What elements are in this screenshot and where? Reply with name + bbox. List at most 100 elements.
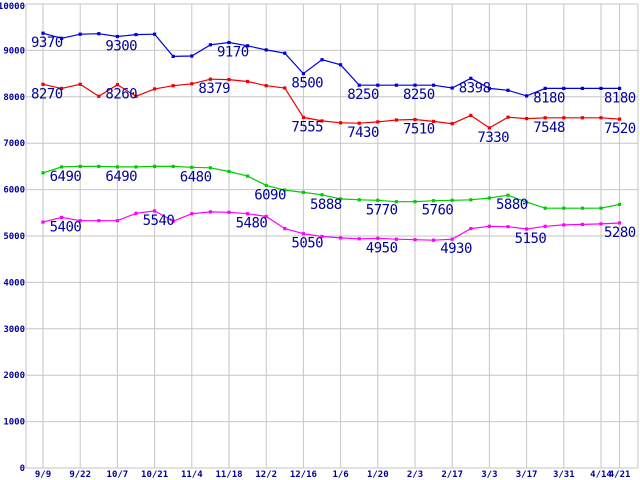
x-tick-label: 12/2: [255, 470, 277, 480]
series-blue-marker: [227, 40, 231, 45]
series-green-marker: [78, 164, 82, 168]
series-magenta-marker: [525, 227, 529, 231]
series-red-point-label: 7330: [477, 130, 509, 146]
x-tick-label: 11/18: [215, 470, 242, 480]
series-blue-marker: [171, 54, 175, 58]
series-green-marker: [97, 164, 101, 168]
series-magenta-marker: [246, 212, 250, 216]
series-green-marker: [413, 200, 417, 204]
series-blue-marker: [208, 43, 212, 47]
series-red-marker: [264, 84, 268, 88]
series-blue-marker: [78, 32, 82, 36]
series-blue-marker: [506, 88, 510, 92]
series-green-point-label: 6490: [105, 169, 137, 185]
series-magenta-marker: [487, 224, 491, 228]
series-magenta-marker: [450, 237, 454, 241]
y-tick-label: 9000: [3, 46, 25, 56]
series-red-marker: [320, 119, 324, 123]
series-blue-marker: [580, 86, 584, 90]
series-green-marker: [376, 198, 380, 202]
series-green-point-label: 5880: [496, 197, 528, 213]
series-green-marker: [134, 165, 138, 169]
series-red-marker: [246, 79, 250, 84]
series-magenta-marker: [171, 219, 175, 223]
series-magenta-marker: [543, 224, 547, 228]
series-green-marker: [599, 206, 603, 210]
series-red-marker: [283, 86, 287, 90]
series-magenta-marker: [376, 236, 380, 240]
y-tick-label: 1000: [3, 418, 25, 428]
y-tick-label: 4000: [3, 278, 25, 288]
series-green-marker: [115, 165, 119, 169]
x-tick-label: 12/16: [290, 470, 317, 480]
series-green-marker: [227, 169, 231, 174]
series-blue-marker: [41, 31, 45, 35]
series-red-marker: [525, 117, 529, 121]
series-magenta-marker: [562, 223, 566, 227]
series-green-marker: [469, 198, 473, 202]
series-red-point-label: 8260: [105, 87, 137, 103]
series-magenta-marker: [413, 238, 417, 242]
series-green-marker: [301, 190, 305, 194]
y-tick-label: 10000: [0, 2, 25, 12]
series-magenta-marker: [97, 219, 101, 223]
series-red-marker: [394, 118, 398, 122]
x-tick-label: 10/21: [141, 470, 168, 480]
series-blue-marker: [115, 34, 119, 39]
series-magenta-marker: [394, 237, 398, 241]
series-magenta-marker: [60, 215, 64, 219]
series-red-marker: [357, 121, 361, 125]
series-red-point-label: 7555: [291, 119, 323, 135]
series-green-marker: [190, 165, 194, 169]
series-magenta-marker: [264, 214, 268, 219]
series-green-marker: [208, 166, 212, 170]
y-tick-label: 5000: [3, 232, 25, 242]
series-red-marker: [339, 121, 343, 125]
series-red-marker: [171, 84, 175, 88]
y-tick-label: 3000: [3, 325, 25, 335]
y-tick-label: 2000: [3, 371, 25, 381]
series-red-marker: [413, 117, 417, 122]
series-green-marker: [487, 196, 491, 200]
series-magenta-point-label: 5480: [236, 216, 268, 232]
x-tick-label: 10/7: [107, 470, 129, 480]
series-blue-marker: [618, 86, 622, 90]
x-tick-label: 1/20: [367, 470, 389, 480]
series-blue-marker: [283, 51, 287, 55]
series-magenta-line: [42, 210, 620, 241]
series-green-marker: [562, 206, 566, 210]
series-red-marker: [432, 119, 436, 123]
series-red-point-label: 7548: [533, 120, 565, 136]
series-green-marker: [580, 206, 584, 210]
x-tick-label: 2/3: [407, 470, 423, 480]
series-red-marker: [60, 86, 64, 90]
series-green-marker: [450, 198, 454, 202]
series-magenta-marker: [599, 222, 603, 226]
series-red-marker: [41, 82, 45, 86]
x-tick-label: 4/21: [609, 470, 631, 480]
series-red-marker: [506, 115, 510, 119]
y-tick-label: 0: [20, 464, 25, 474]
series-blue-point-label: 9370: [31, 35, 63, 51]
series-magenta-point-label: 5280: [604, 225, 636, 241]
series-red-marker: [78, 82, 82, 86]
series-red-marker: [376, 120, 380, 124]
series-red-point-label: 7510: [403, 122, 435, 138]
series-blue-point-label: 8398: [459, 80, 491, 96]
series-magenta-point-label: 5050: [291, 236, 323, 252]
series-magenta-marker: [432, 238, 436, 242]
series-magenta-marker: [580, 222, 584, 226]
series-magenta-marker: [618, 221, 622, 225]
series-magenta-point-label: 5400: [50, 219, 82, 235]
series-green-marker: [339, 197, 343, 201]
series-red-line: [42, 78, 620, 129]
x-tick-label: 4/14: [590, 470, 612, 480]
series-blue-marker: [562, 86, 566, 90]
x-tick-label: 2/17: [441, 470, 463, 480]
series-green-marker: [264, 183, 268, 187]
series-magenta-point-label: 4930: [440, 241, 472, 257]
series-green-marker: [618, 202, 622, 206]
series-magenta-point-label: 5540: [143, 213, 175, 229]
